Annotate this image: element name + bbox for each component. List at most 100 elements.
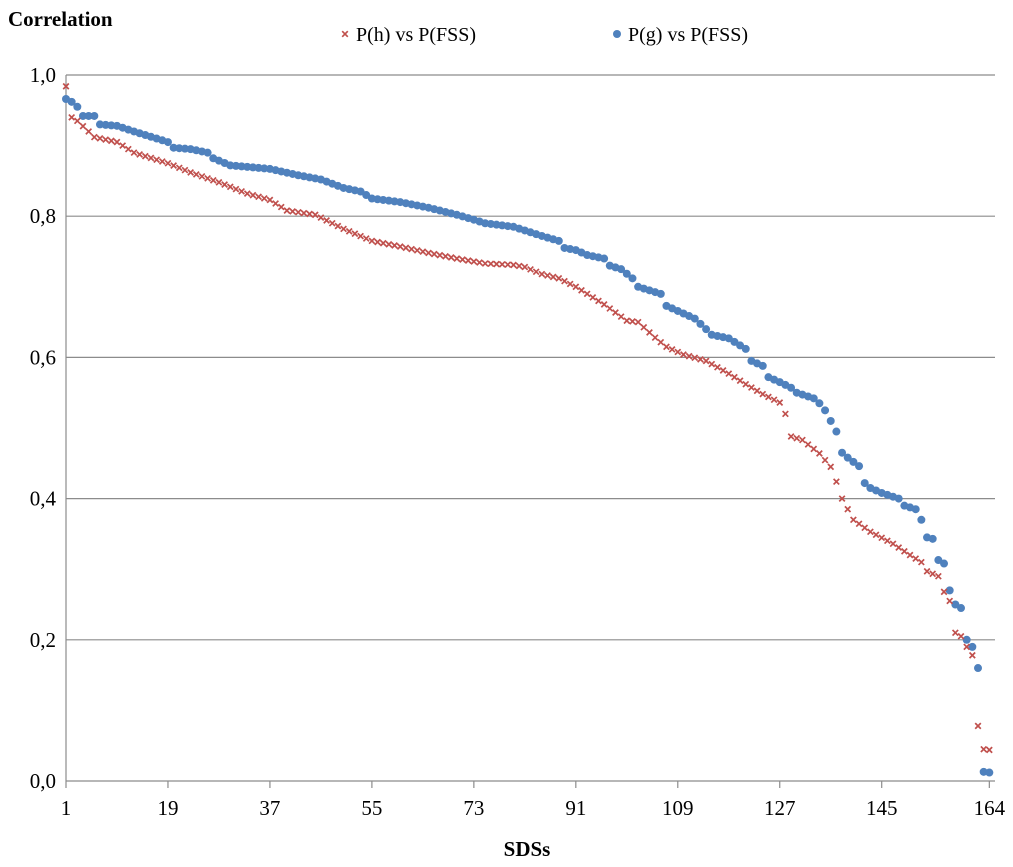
data-point-x: [613, 310, 619, 316]
data-point-x: [754, 388, 760, 394]
data-point-x: [834, 479, 840, 485]
data-point-x: [369, 238, 375, 244]
data-point-x: [907, 552, 913, 558]
data-point-x: [176, 165, 182, 171]
data-point-x: [686, 353, 692, 359]
legend-circle-glyph: [613, 30, 621, 38]
data-point-x: [499, 262, 505, 268]
data-point-circle: [657, 290, 665, 298]
data-point-x: [624, 318, 630, 324]
data-point-x: [868, 529, 874, 535]
x-tick-label: 37: [259, 796, 280, 820]
y-tick-label: 0,8: [30, 204, 56, 228]
data-point-circle: [821, 406, 829, 414]
x-tick-label: 55: [361, 796, 382, 820]
data-point-x: [465, 258, 471, 264]
data-point-x: [856, 521, 862, 527]
data-point-x: [975, 723, 981, 729]
data-point-x: [539, 271, 545, 277]
data-point-circle: [555, 237, 563, 245]
data-point-x: [522, 264, 528, 270]
y-axis-title: Correlation: [8, 7, 113, 31]
data-point-circle: [968, 643, 976, 651]
data-point-x: [947, 598, 953, 604]
data-point-x: [890, 541, 896, 547]
data-point-x: [981, 746, 987, 752]
data-point-x: [788, 434, 794, 440]
data-point-circle: [946, 586, 954, 594]
data-point-x: [233, 186, 239, 192]
data-point-x: [873, 532, 879, 538]
data-point-x: [726, 371, 732, 377]
data-point-x: [647, 330, 653, 336]
data-point-x: [885, 538, 891, 544]
data-point-x: [193, 172, 199, 178]
data-point-x: [460, 257, 466, 263]
data-point-x: [69, 115, 75, 121]
data-point-circle: [912, 505, 920, 513]
data-point-circle: [702, 325, 710, 333]
data-point-x: [579, 288, 585, 294]
data-point-x: [618, 314, 624, 320]
data-point-x: [284, 208, 290, 214]
data-point-x: [290, 209, 296, 215]
legend-label-series-2: P(g) vs P(FSS): [628, 24, 748, 46]
x-tick-label: 19: [157, 796, 178, 820]
data-point-x: [567, 281, 573, 287]
data-point-x: [703, 358, 709, 364]
data-point-x: [420, 249, 426, 255]
data-point-x: [97, 136, 103, 142]
data-point-x: [635, 319, 641, 325]
legend-x-glyph: [342, 31, 348, 37]
data-point-x: [936, 573, 942, 579]
data-point-x: [137, 152, 143, 158]
data-point-x: [511, 262, 517, 268]
data-point-x: [669, 347, 675, 353]
data-point-circle: [940, 560, 948, 568]
data-point-x: [159, 159, 165, 165]
data-point-x: [329, 220, 335, 226]
x-tick-label: 91: [565, 796, 586, 820]
data-point-x: [930, 571, 936, 577]
axes: [66, 75, 995, 788]
data-point-x: [363, 236, 369, 242]
data-point-x: [533, 269, 539, 275]
data-point-x: [919, 559, 925, 565]
data-point-x: [732, 374, 738, 380]
x-axis-title: SDSs: [504, 837, 551, 861]
data-point-x: [273, 201, 279, 207]
data-point-x: [414, 248, 420, 254]
data-point-circle: [957, 604, 965, 612]
legend-marker-x: [342, 31, 348, 37]
data-point-circle: [73, 103, 81, 111]
data-point-x: [148, 155, 154, 161]
data-point-x: [783, 411, 789, 417]
data-point-circle: [628, 274, 636, 282]
data-point-x: [380, 240, 386, 246]
data-point-x: [652, 335, 658, 341]
data-point-x: [216, 180, 222, 186]
data-point-x: [426, 250, 432, 256]
data-point-x: [437, 252, 443, 258]
data-point-x: [335, 223, 341, 229]
data-point-x: [720, 368, 726, 374]
data-point-circle: [985, 769, 993, 777]
data-point-circle: [974, 664, 982, 672]
data-point-circle: [827, 417, 835, 425]
data-point-x: [913, 556, 919, 562]
data-point-x: [584, 291, 590, 297]
data-point-x: [601, 302, 607, 308]
data-point-x: [386, 241, 392, 247]
data-point-x: [126, 146, 132, 152]
data-point-x: [205, 176, 211, 182]
data-point-x: [879, 535, 885, 541]
data-point-x: [86, 129, 92, 135]
data-point-x: [244, 191, 250, 197]
data-point-x: [103, 137, 109, 143]
data-point-x: [828, 464, 834, 470]
data-point-circle: [963, 636, 971, 644]
data-point-x: [171, 163, 177, 169]
data-point-x: [771, 397, 777, 403]
data-point-x: [448, 255, 454, 261]
